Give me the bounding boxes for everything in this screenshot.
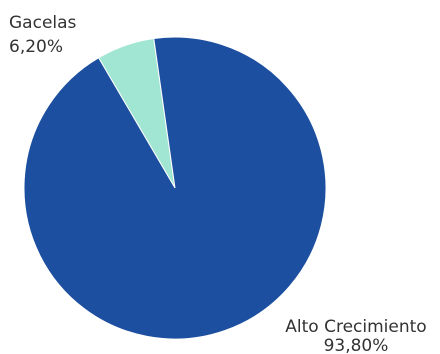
slice-label-alto-crecimiento-value: 93,80% xyxy=(324,336,389,354)
pie-slice-alto-crecimiento xyxy=(23,36,327,340)
slice-label-gacelas-value: 6,20% xyxy=(9,37,63,57)
slice-label-gacelas-name: Gacelas xyxy=(9,13,77,33)
pie-slices xyxy=(23,36,327,340)
slice-label-alto-crecimiento-name: Alto Crecimiento xyxy=(285,317,426,337)
